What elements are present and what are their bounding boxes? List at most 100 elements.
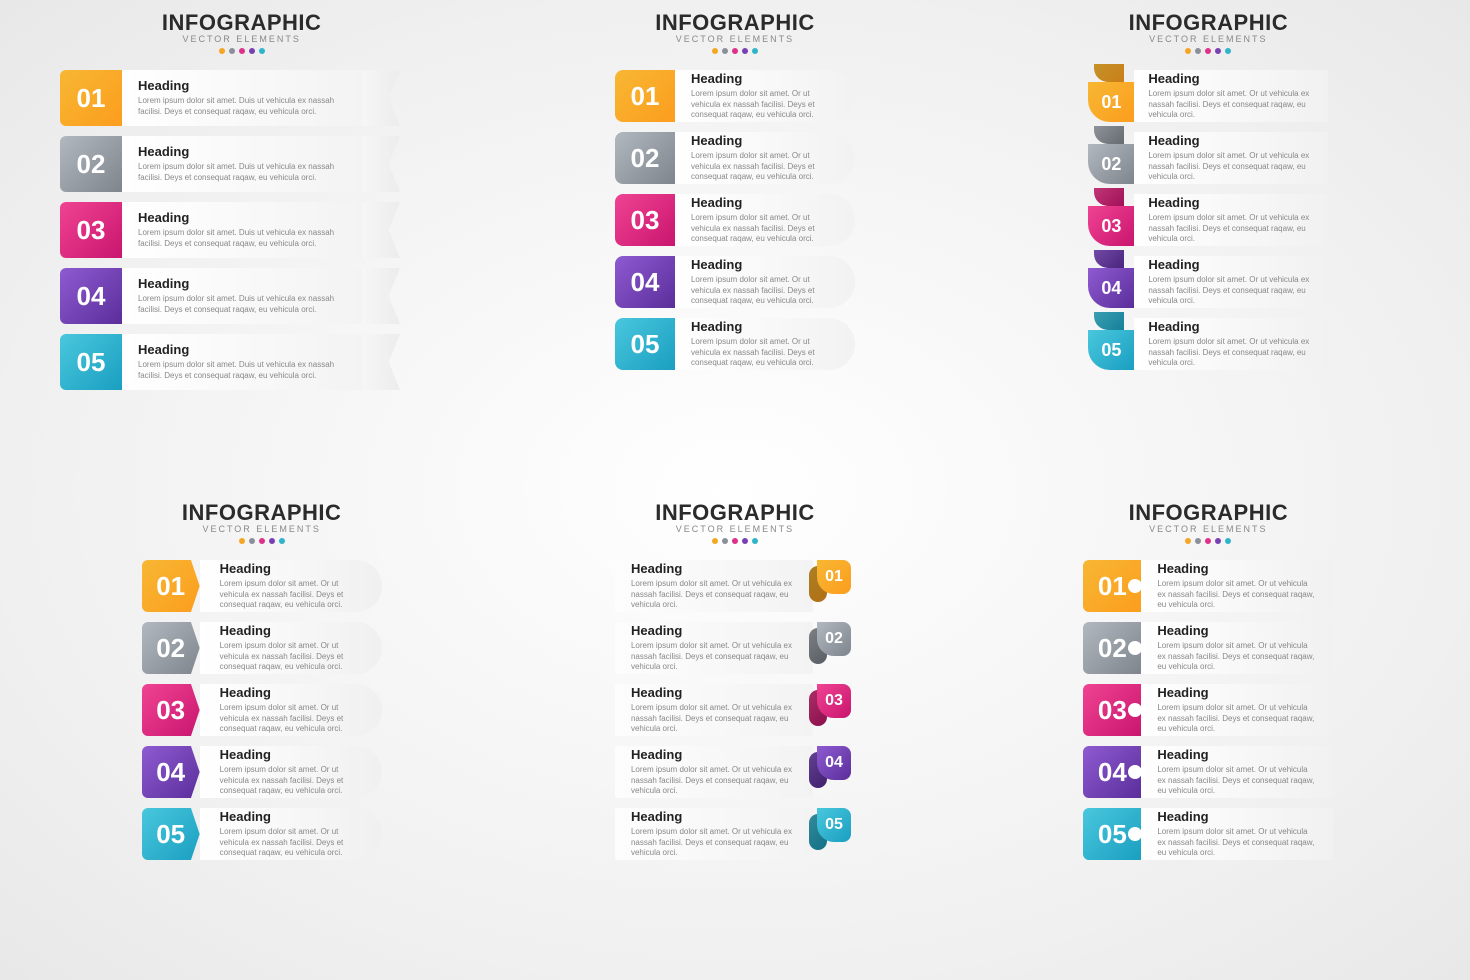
dot-5 (1225, 48, 1231, 54)
item-card: HeadingLorem ipsum dolor sit amet. Or ut… (200, 808, 382, 860)
item-body: Lorem ipsum dolor sit amet. Or ut vehicu… (691, 89, 839, 121)
item-list: 01HeadingLorem ipsum dolor sit amet. Or … (142, 560, 382, 860)
dot-3 (1205, 48, 1211, 54)
item-body: Lorem ipsum dolor sit amet. Duis ut vehi… (138, 162, 346, 184)
item-heading: Heading (1148, 257, 1314, 272)
item-card: HeadingLorem ipsum dolor sit amet. Duis … (122, 136, 362, 192)
item-heading: Heading (1148, 133, 1314, 148)
item-heading: Heading (691, 133, 839, 148)
dot-2 (1195, 538, 1201, 544)
infographic-variant: INFOGRAPHICVECTOR ELEMENTS01HeadingLorem… (987, 500, 1430, 970)
dot-3 (239, 48, 245, 54)
accent-dots (1129, 48, 1289, 54)
item-body: Lorem ipsum dolor sit amet. Or ut vehicu… (1157, 579, 1317, 611)
item-body: Lorem ipsum dolor sit amet. Or ut vehicu… (1157, 703, 1317, 735)
list-item: 05HeadingLorem ipsum dolor sit amet. Or … (1083, 808, 1333, 860)
infographic-variant: INFOGRAPHICVECTOR ELEMENTS01HeadingLorem… (513, 10, 956, 480)
item-number: 05 (631, 329, 660, 360)
item-card: HeadingLorem ipsum dolor sit amet. Duis … (122, 202, 362, 258)
item-number: 01 (1101, 92, 1121, 113)
list-item: HeadingLorem ipsum dolor sit amet. Or ut… (615, 560, 855, 612)
item-heading: Heading (138, 276, 346, 291)
curl-badge: 05 (813, 808, 855, 860)
item-card: HeadingLorem ipsum dolor sit amet. Or ut… (200, 684, 382, 736)
item-number: 03 (1098, 695, 1127, 726)
number-badge-notch: 01 (1083, 560, 1141, 612)
item-body: Lorem ipsum dolor sit amet. Or ut vehicu… (631, 765, 797, 797)
item-number: 05 (77, 347, 106, 378)
item-body: Lorem ipsum dolor sit amet. Or ut vehicu… (1148, 213, 1314, 245)
ribbon-fold (1094, 64, 1124, 82)
flag-notch (362, 202, 400, 258)
list-item: 01 Heading Lorem ipsum dolor sit amet. Or … (1083, 560, 1333, 612)
list-item: 02HeadingLorem ipsum dolor sit amet. Or … (1088, 132, 1328, 184)
number-badge-notch: 04 (1083, 746, 1141, 798)
dot-3 (259, 538, 265, 544)
number-badge: 03 (615, 194, 675, 246)
item-card: HeadingLorem ipsum dolor sit amet. Or ut… (1141, 622, 1333, 674)
list-item: 05HeadingLorem ipsum dolor sit amet. Or … (615, 318, 855, 370)
item-number: 02 (825, 630, 843, 648)
item-card: HeadingLorem ipsum dolor sit amet. Or ut… (615, 622, 813, 674)
number-badge: 02 (615, 132, 675, 184)
ribbon-tab: 01 (1088, 70, 1134, 122)
number-badge: 02 (817, 622, 851, 656)
ribbon-tab: 04 (1088, 256, 1134, 308)
item-heading: Heading (1148, 319, 1314, 334)
flag-notch (362, 70, 400, 126)
number-badge: 04 (60, 268, 122, 324)
flag-notch (362, 334, 400, 390)
list-item: 03HeadingLorem ipsum dolor sit amet. Or … (615, 194, 855, 246)
list-item: 01HeadingLorem ipsum dolor sit amet. Or … (142, 560, 382, 612)
dot-4 (269, 538, 275, 544)
item-body: Lorem ipsum dolor sit amet. Or ut vehicu… (631, 579, 797, 611)
title-block: INFOGRAPHICVECTOR ELEMENTS (655, 10, 815, 54)
title: INFOGRAPHIC (655, 10, 815, 36)
list-item: HeadingLorem ipsum dolor sit amet. Or ut… (615, 622, 855, 674)
number-badge: 03 (817, 684, 851, 718)
number-badge-arrow: 04 (142, 746, 200, 798)
item-heading: Heading (1148, 71, 1314, 86)
item-number: 01 (1098, 571, 1127, 602)
number-badge: 05 (60, 334, 122, 390)
accent-dots (655, 538, 815, 544)
list-item: 02HeadingLorem ipsum dolor sit amet. Or … (615, 132, 855, 184)
item-heading: Heading (1157, 623, 1317, 638)
list-item: 05HeadingLorem ipsum dolor sit amet. Dui… (60, 334, 400, 390)
list-item: 04 Heading Lorem ipsum dolor sit amet. Or … (1088, 256, 1328, 308)
dot-4 (742, 538, 748, 544)
title: INFOGRAPHIC (1129, 10, 1289, 36)
item-body: Lorem ipsum dolor sit amet. Or ut vehicu… (1148, 151, 1314, 183)
dot-2 (1195, 48, 1201, 54)
item-heading: Heading (1157, 747, 1317, 762)
item-heading: Heading (691, 319, 839, 334)
item-list: 01 Heading Lorem ipsum dolor sit amet. Or … (1088, 70, 1328, 370)
item-number: 05 (1098, 819, 1127, 850)
title-block: INFOGRAPHICVECTOR ELEMENTS (1129, 10, 1289, 54)
item-number: 04 (1101, 278, 1121, 299)
ribbon-fold (1094, 250, 1124, 268)
item-heading: Heading (138, 78, 346, 93)
number-badge: 05 (615, 318, 675, 370)
flag-notch (362, 136, 400, 192)
item-body: Lorem ipsum dolor sit amet. Or ut vehicu… (1148, 275, 1314, 307)
dot-3 (732, 538, 738, 544)
number-badge-notch: 03 (1083, 684, 1141, 736)
item-body: Lorem ipsum dolor sit amet. Or ut vehicu… (691, 213, 839, 245)
item-heading: Heading (1157, 561, 1317, 576)
item-body: Lorem ipsum dolor sit amet. Duis ut vehi… (138, 294, 346, 316)
item-body: Lorem ipsum dolor sit amet. Or ut vehicu… (631, 703, 797, 735)
item-number: 02 (156, 633, 185, 664)
dot-2 (722, 538, 728, 544)
item-heading: Heading (631, 623, 797, 638)
item-body: Lorem ipsum dolor sit amet. Or ut vehicu… (1148, 337, 1314, 369)
list-item: 02HeadingLorem ipsum dolor sit amet. Dui… (60, 136, 400, 192)
list-item: HeadingLorem ipsum dolor sit amet. Or ut… (615, 684, 855, 736)
item-card: HeadingLorem ipsum dolor sit amet. Or ut… (615, 746, 813, 798)
item-body: Lorem ipsum dolor sit amet. Or ut vehicu… (691, 275, 839, 307)
title: INFOGRAPHIC (1129, 500, 1289, 526)
dot-1 (219, 48, 225, 54)
item-heading: Heading (220, 685, 366, 700)
item-card: HeadingLorem ipsum dolor sit amet. Or ut… (675, 132, 855, 184)
item-body: Lorem ipsum dolor sit amet. Or ut vehicu… (220, 827, 366, 859)
